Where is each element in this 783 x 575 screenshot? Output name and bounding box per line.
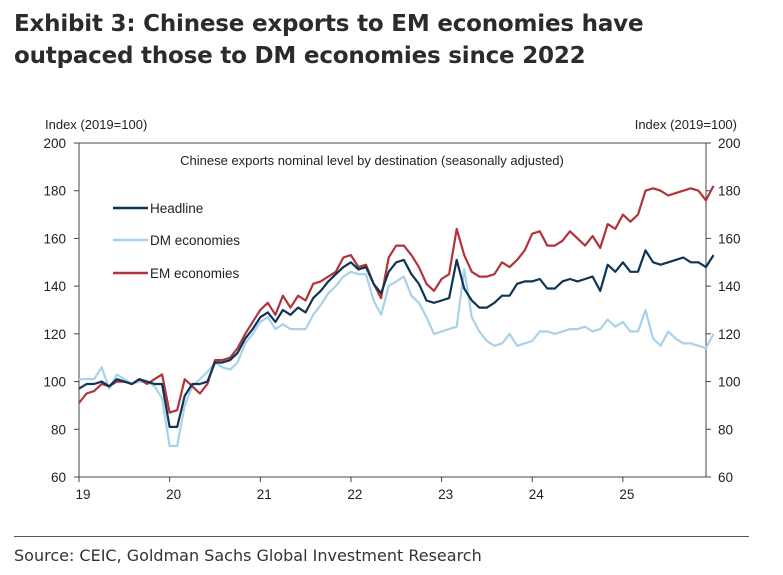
y-tick-label-left: 200 xyxy=(43,136,66,151)
y-tick-label-right: 100 xyxy=(718,375,741,390)
exhibit-title: Exhibit 3: Chinese exports to EM economi… xyxy=(14,11,644,69)
y-tick-label-left: 80 xyxy=(51,422,66,437)
y-tick-label-left: 160 xyxy=(43,231,66,246)
y-tick-label-right: 160 xyxy=(718,231,741,246)
x-tick-label: 22 xyxy=(347,487,362,502)
series-line-em xyxy=(78,185,715,414)
x-tick-label: 20 xyxy=(166,487,181,502)
y-tick-label-right: 180 xyxy=(718,184,741,199)
series-line-headline xyxy=(78,249,715,428)
x-tick-label: 19 xyxy=(75,487,90,502)
source-note: Source: CEIC, Goldman Sachs Global Inves… xyxy=(14,546,482,565)
y-ticks-right: 60 80 100 120 140 160 180 200 xyxy=(706,136,741,485)
source-divider xyxy=(14,536,749,537)
x-tick-label: 21 xyxy=(257,487,272,502)
y-tick-label-left: 60 xyxy=(51,470,66,485)
x-tick-label: 25 xyxy=(619,487,634,502)
y-tick-label-right: 60 xyxy=(718,470,733,485)
x-tick-label: 24 xyxy=(529,487,545,502)
series-line-dm xyxy=(79,268,715,448)
y-tick-label-left: 120 xyxy=(43,327,66,342)
chart-title: Chinese exports nominal level by destina… xyxy=(180,153,564,168)
x-tick-label: 23 xyxy=(438,487,453,502)
y-axis-label-left: Index (2019=100) xyxy=(45,117,147,132)
legend-label-headline: Headline xyxy=(150,201,203,216)
y-tick-label-left: 100 xyxy=(43,375,66,390)
y-tick-label-right: 140 xyxy=(718,279,741,294)
x-ticks: 19 20 21 22 23 24 25 xyxy=(75,477,634,502)
y-tick-label-right: 120 xyxy=(718,327,741,342)
y-tick-label-right: 200 xyxy=(718,136,741,151)
y-tick-label-right: 80 xyxy=(718,422,733,437)
y-ticks-left: 60 80 100 120 140 160 180 200 xyxy=(43,136,79,485)
legend-label-dm: DM economies xyxy=(150,233,240,248)
legend: Headline DM economies EM economies xyxy=(113,201,240,281)
legend-label-em: EM economies xyxy=(150,266,240,281)
plot-frame xyxy=(78,142,707,478)
y-tick-label-left: 140 xyxy=(43,279,66,294)
series-lines xyxy=(78,185,715,448)
y-axis-label-right: Index (2019=100) xyxy=(635,117,737,132)
y-tick-label-left: 180 xyxy=(43,184,66,199)
